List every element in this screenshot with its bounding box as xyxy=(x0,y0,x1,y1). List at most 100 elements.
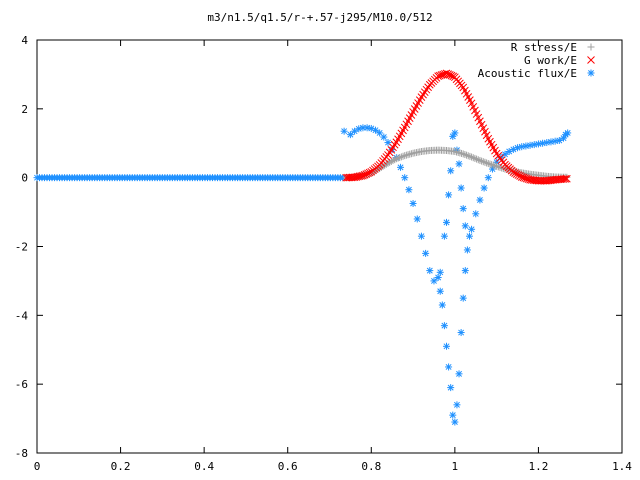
acoustic-flux-point xyxy=(438,301,446,309)
acoustic-flux-point xyxy=(459,205,467,213)
acoustic-flux-point xyxy=(488,165,496,173)
r-stress-point xyxy=(476,156,484,164)
r-stress-point xyxy=(389,157,397,165)
series-g-work xyxy=(342,69,571,185)
acoustic-flux-point xyxy=(564,129,572,137)
r-stress-point xyxy=(473,155,481,163)
acoustic-flux-point xyxy=(484,174,492,182)
y-tick-label: 4 xyxy=(21,34,28,47)
acoustic-flux-point xyxy=(371,126,379,134)
y-tick-label: 2 xyxy=(21,103,28,116)
r-stress-point xyxy=(394,154,402,162)
acoustic-flux-point xyxy=(455,370,463,378)
y-tick-label: -8 xyxy=(15,447,28,460)
acoustic-flux-point xyxy=(476,196,484,204)
r-stress-point xyxy=(493,162,501,170)
legend-marker xyxy=(587,69,595,77)
r-stress-point xyxy=(397,153,405,161)
acoustic-flux-point xyxy=(465,232,473,240)
y-tick-label: 0 xyxy=(21,172,28,185)
data-marks xyxy=(33,69,572,426)
r-stress-point xyxy=(471,154,479,162)
acoustic-flux-point xyxy=(340,127,348,135)
acoustic-flux-point xyxy=(463,246,471,254)
chart-title: m3/n1.5/q1.5/r-+.57-j295/M10.0/512 xyxy=(207,11,432,24)
legend-label: G work/E xyxy=(524,54,577,67)
y-tick-label: -4 xyxy=(15,309,29,322)
acoustic-flux-point xyxy=(453,401,461,409)
legend-label: R stress/E xyxy=(511,41,577,54)
acoustic-flux-point xyxy=(397,163,405,171)
r-stress-point xyxy=(488,161,496,169)
acoustic-flux-point xyxy=(451,418,459,426)
acoustic-flux-point xyxy=(547,138,555,146)
y-tick-label: -2 xyxy=(15,241,28,254)
acoustic-flux-point xyxy=(457,184,465,192)
acoustic-flux-point xyxy=(426,267,434,275)
x-tick-label: 1.2 xyxy=(528,460,548,473)
axis-ticks: 0 0.2 0.4 0.6 0.8 1 1.2 1.4 4 2 0 -2 -4 -6 -8 xyxy=(15,34,633,473)
r-stress-point xyxy=(399,152,407,160)
x-tick-label: 1.4 xyxy=(612,460,632,473)
acoustic-flux-point xyxy=(380,133,388,141)
acoustic-flux-point xyxy=(445,191,453,199)
acoustic-flux-point xyxy=(436,268,444,276)
acoustic-flux-point xyxy=(405,186,413,194)
r-stress-point xyxy=(481,158,489,166)
acoustic-flux-point xyxy=(413,215,421,223)
acoustic-flux-point xyxy=(409,199,417,207)
r-stress-point xyxy=(463,151,471,159)
series-acoustic-flux xyxy=(33,124,572,426)
r-stress-point xyxy=(469,154,477,162)
g-work-point xyxy=(562,174,571,183)
acoustic-flux-point xyxy=(461,267,469,275)
acoustic-flux-point xyxy=(455,160,463,168)
acoustic-flux-point xyxy=(459,294,467,302)
r-stress-point xyxy=(484,160,492,168)
acoustic-flux-point xyxy=(449,411,457,419)
r-stress-point xyxy=(459,150,467,158)
g-work-point xyxy=(365,168,374,177)
r-stress-point xyxy=(461,151,469,159)
acoustic-flux-point xyxy=(451,129,459,137)
y-tick-label: -6 xyxy=(15,378,28,391)
r-stress-point xyxy=(494,163,502,171)
acoustic-flux-point xyxy=(430,277,438,285)
acoustic-flux-point xyxy=(457,329,465,337)
r-stress-point xyxy=(474,156,482,164)
r-stress-point xyxy=(489,161,497,169)
r-stress-point xyxy=(466,152,474,160)
r-stress-point xyxy=(468,153,476,161)
acoustic-flux-point xyxy=(443,342,450,350)
r-stress-point xyxy=(479,158,487,166)
g-work-point xyxy=(561,175,570,183)
r-stress-point xyxy=(486,160,494,168)
acoustic-flux-point xyxy=(351,127,359,135)
r-stress-point xyxy=(478,157,486,165)
acoustic-flux-point xyxy=(480,184,488,192)
r-stress-point xyxy=(464,152,472,160)
x-tick-label: 0.2 xyxy=(111,460,131,473)
acoustic-flux-point xyxy=(440,322,448,330)
acoustic-flux-point xyxy=(436,287,444,295)
acoustic-flux-point xyxy=(468,225,476,233)
legend-marker xyxy=(587,56,595,64)
acoustic-flux-point xyxy=(445,363,453,371)
acoustic-flux-point xyxy=(417,232,425,240)
acoustic-flux-point xyxy=(472,210,480,218)
acoustic-flux-point xyxy=(447,167,455,175)
acoustic-flux-point xyxy=(443,218,450,226)
acoustic-flux-point xyxy=(422,249,430,257)
acoustic-flux-point xyxy=(514,144,522,152)
legend-label: Acoustic flux/E xyxy=(478,67,577,80)
r-stress-point xyxy=(392,155,400,163)
r-stress-point xyxy=(483,159,491,167)
legend-marker xyxy=(587,43,595,51)
acoustic-flux-point xyxy=(440,232,448,240)
x-tick-label: 0.4 xyxy=(194,460,214,473)
acoustic-flux-point xyxy=(447,384,455,392)
r-stress-point xyxy=(396,153,404,161)
